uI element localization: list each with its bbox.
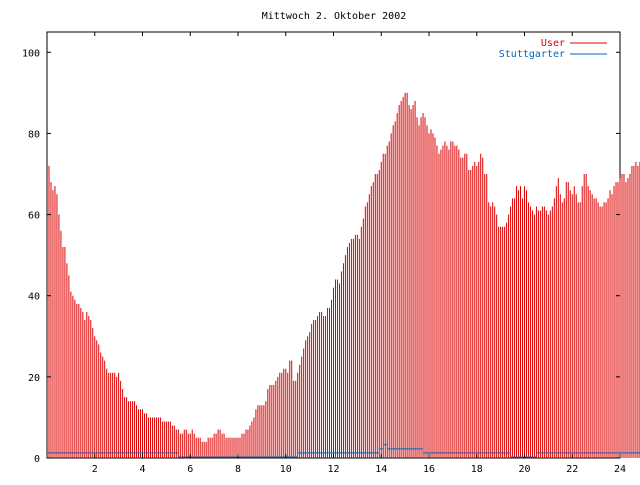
x-tick-label: 22 [566,464,578,475]
legend-stuttgarter-label: Stuttgarter [499,49,565,60]
chart-title: Mittwoch 2. Oktober 2002 [262,11,407,22]
x-tick-label: 8 [235,464,241,475]
x-tick-label: 14 [375,464,387,475]
legend: User Stuttgarter [499,38,607,60]
x-tick-label: 4 [139,464,145,475]
x-tick-label: 16 [423,464,435,475]
legend-user-label: User [541,38,565,49]
x-tick-label: 20 [518,464,530,475]
y-tick-label: 40 [28,292,40,303]
x-tick-label: 12 [327,464,339,475]
x-tick-label: 24 [614,464,626,475]
x-tick-label: 18 [471,464,483,475]
x-tick-label: 10 [280,464,292,475]
y-tick-label: 80 [28,129,40,140]
y-tick-label: 20 [28,373,40,384]
stuttgarter-series-line [47,444,640,458]
y-tick-label: 0 [34,454,40,465]
user-series-bars [48,92,640,458]
y-tick-label: 100 [22,48,40,59]
y-tick-label: 60 [28,211,40,222]
x-tick-label: 6 [187,464,193,475]
x-tick-label: 2 [92,464,98,475]
